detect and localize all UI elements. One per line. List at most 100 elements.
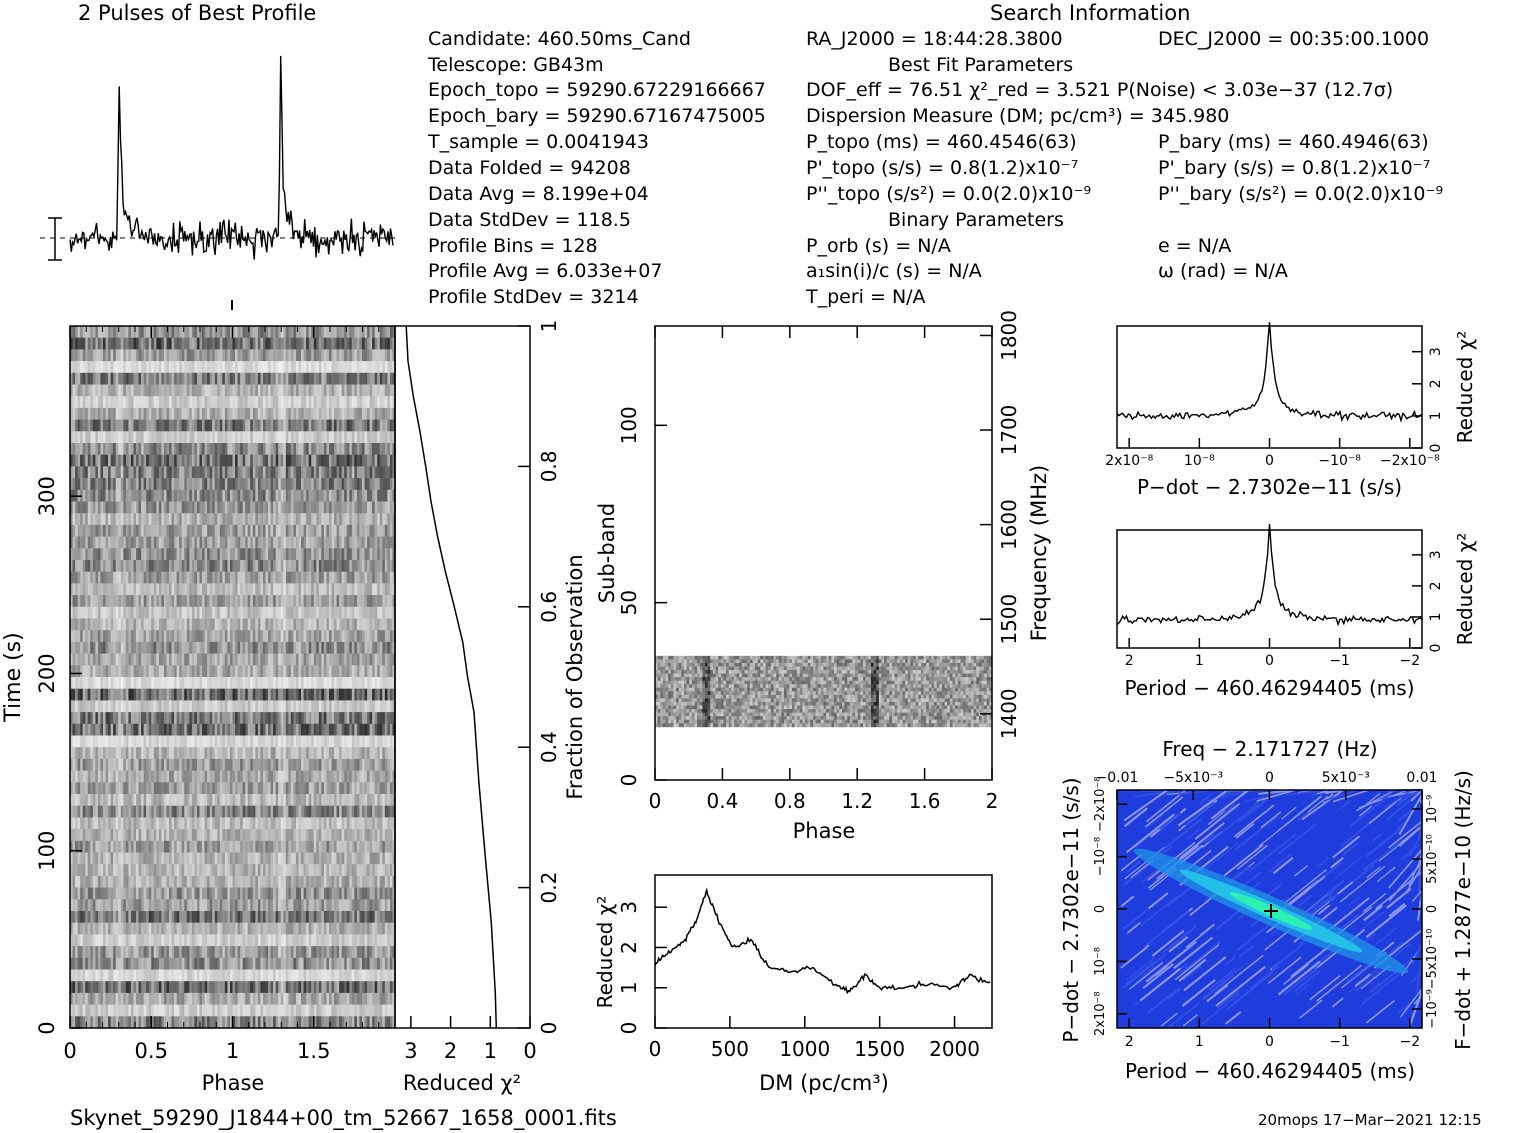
time-phase-cell [326, 384, 330, 397]
time-phase-cell [95, 489, 99, 502]
time-phase-cell [90, 583, 94, 596]
time-phase-cell [176, 454, 180, 467]
time-phase-cell [344, 326, 348, 339]
time-phase-cell [235, 454, 238, 467]
time-phase-cell [278, 489, 282, 502]
time-phase-cell [278, 688, 282, 701]
time-phase-cell [260, 454, 264, 467]
time-phase-cell [158, 770, 162, 783]
time-phase-cell [75, 770, 79, 783]
time-phase-cell [237, 712, 241, 725]
time-phase-cell [179, 524, 183, 537]
time-phase-cell [224, 384, 228, 397]
time-phase-cell [334, 443, 337, 456]
time-phase-cell [75, 361, 79, 374]
time-phase-cell [171, 571, 175, 584]
time-phase-cell [247, 571, 251, 584]
time-phase-cell [295, 595, 299, 608]
time-phase-cell [361, 653, 365, 666]
time-phase-cell [245, 431, 249, 444]
time-phase-cell [100, 361, 104, 374]
time-phase-cell [166, 595, 170, 608]
time-phase-cell [245, 396, 249, 409]
time-phase-cell [169, 419, 172, 432]
time-phase-cell [130, 349, 134, 362]
time-phase-cell [361, 548, 365, 561]
time-phase-cell [161, 712, 165, 725]
time-phase-cell [75, 349, 79, 362]
time-phase-cell [308, 758, 312, 771]
time-phase-cell [82, 478, 86, 491]
time-phase-cell [105, 548, 109, 561]
time-phase-cell [392, 513, 396, 526]
time-phase-cell [235, 571, 238, 584]
time-phase-cell [143, 571, 147, 584]
time-phase-cell [341, 735, 345, 748]
time-phase-cell [321, 653, 325, 666]
time-phase-cell [285, 478, 289, 491]
time-phase-cell [224, 431, 228, 444]
time-phase-cell [169, 396, 172, 409]
time-phase-cell [207, 524, 211, 537]
time-phase-cell [143, 583, 147, 596]
time-phase-cell [326, 454, 330, 467]
time-phase-cell [204, 723, 208, 736]
time-phase-cell [125, 770, 129, 783]
time-phase-cell [321, 571, 325, 584]
time-phase-cell [179, 560, 183, 573]
time-phase-cell [151, 419, 155, 432]
time-phase-cell [354, 478, 358, 491]
time-phase-cell [351, 407, 355, 420]
time-phase-cell [270, 712, 274, 725]
time-phase-cell [308, 443, 312, 456]
time-phase-cell [290, 653, 294, 666]
time-phase-cell [227, 337, 231, 350]
time-phase-cell [341, 407, 345, 420]
time-phase-cell [166, 700, 170, 713]
time-phase-cell [318, 677, 322, 690]
time-phase-cell [262, 770, 266, 783]
time-phase-cell [191, 712, 195, 725]
time-phase-cell [377, 524, 381, 537]
time-phase-cell [128, 548, 132, 561]
time-phase-cell [367, 396, 371, 409]
time-phase-cell [103, 665, 106, 678]
time-phase-cell [392, 560, 396, 573]
time-phase-cell [334, 583, 337, 596]
time-phase-cell [298, 349, 302, 362]
time-phase-cell [250, 524, 254, 537]
time-phase-cell [85, 583, 89, 596]
time-phase-cell [364, 571, 368, 584]
time-phase-cell [90, 407, 94, 420]
time-phase-cell [191, 641, 195, 654]
time-phase-cell [265, 688, 269, 701]
time-phase-cell [174, 513, 178, 526]
time-phase-cell [194, 641, 198, 654]
time-phase-cell [105, 407, 109, 420]
time-phase-cell [311, 478, 315, 491]
time-phase-cell [359, 384, 363, 397]
time-phase-cell [367, 700, 371, 713]
time-phase-cell [82, 618, 86, 631]
time-phase-cell [361, 478, 365, 491]
time-phase-cell [344, 513, 348, 526]
time-phase-cell [311, 501, 315, 514]
time-phase-cell [194, 326, 198, 339]
time-phase-cell [176, 349, 180, 362]
time-phase-cell [268, 758, 271, 771]
time-phase-cell [262, 443, 266, 456]
time-phase-cell [153, 712, 157, 725]
time-phase-cell [70, 431, 73, 444]
time-phase-cell [194, 700, 198, 713]
time-phase-cell [351, 571, 355, 584]
time-phase-cell [379, 443, 383, 456]
time-phase-cell [163, 524, 167, 537]
time-phase-cell [356, 337, 360, 350]
time-phase-cell [217, 700, 221, 713]
time-phase-cell [273, 735, 277, 748]
time-phase-cell [219, 758, 223, 771]
time-phase-cell [163, 560, 167, 573]
time-phase-cell [179, 712, 183, 725]
time-phase-cell [103, 536, 106, 549]
time-phase-cell [212, 688, 216, 701]
